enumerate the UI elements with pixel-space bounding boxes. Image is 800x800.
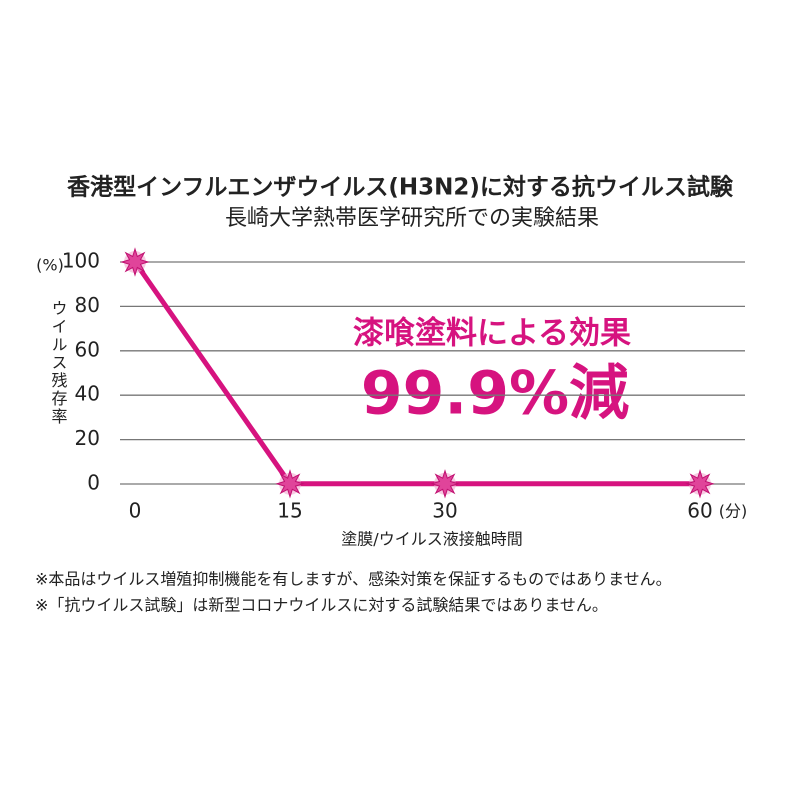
data-point — [430, 469, 460, 499]
data-point — [685, 469, 715, 499]
x-tick-label: 30 — [432, 499, 457, 523]
data-point — [120, 247, 150, 277]
footnote: ※本品はウイルス増殖抑制機能を有しますが、感染対策を保証するものではありません。 — [35, 570, 672, 589]
y-tick-label: 40 — [75, 382, 100, 406]
annotation: 99.9%減 — [361, 359, 629, 429]
footnote: ※「抗ウイルス試験」は新型コロナウイルスに対する試験結果ではありません。 — [35, 596, 608, 615]
y-tick-label: 20 — [75, 426, 100, 450]
y-tick-label: 60 — [75, 337, 100, 361]
x-tick-label: 15 — [277, 499, 302, 523]
chart-title: 香港型インフルエンザウイルス(H3N2)に対する抗ウイルス試験 — [67, 174, 734, 201]
y-axis-label: ウイルス残存率 — [49, 300, 68, 426]
data-point — [275, 469, 305, 499]
y-tick-label: 100 — [62, 249, 100, 273]
x-tick-label: 60 — [687, 499, 712, 523]
x-tick-label: 0 — [129, 499, 142, 523]
y-tick-label: 0 — [87, 471, 100, 495]
data-line — [132, 260, 700, 487]
x-axis-label: 塗膜/ウイルス液接触時間 — [341, 530, 522, 549]
annotation: 漆喰塗料による効果 — [353, 316, 631, 352]
y-unit: (%) — [36, 256, 64, 275]
chart-subtitle: 長崎大学熱帯医学研究所での実験結果 — [225, 206, 599, 231]
y-tick-label: 80 — [75, 293, 100, 317]
x-unit: (分) — [719, 502, 748, 521]
